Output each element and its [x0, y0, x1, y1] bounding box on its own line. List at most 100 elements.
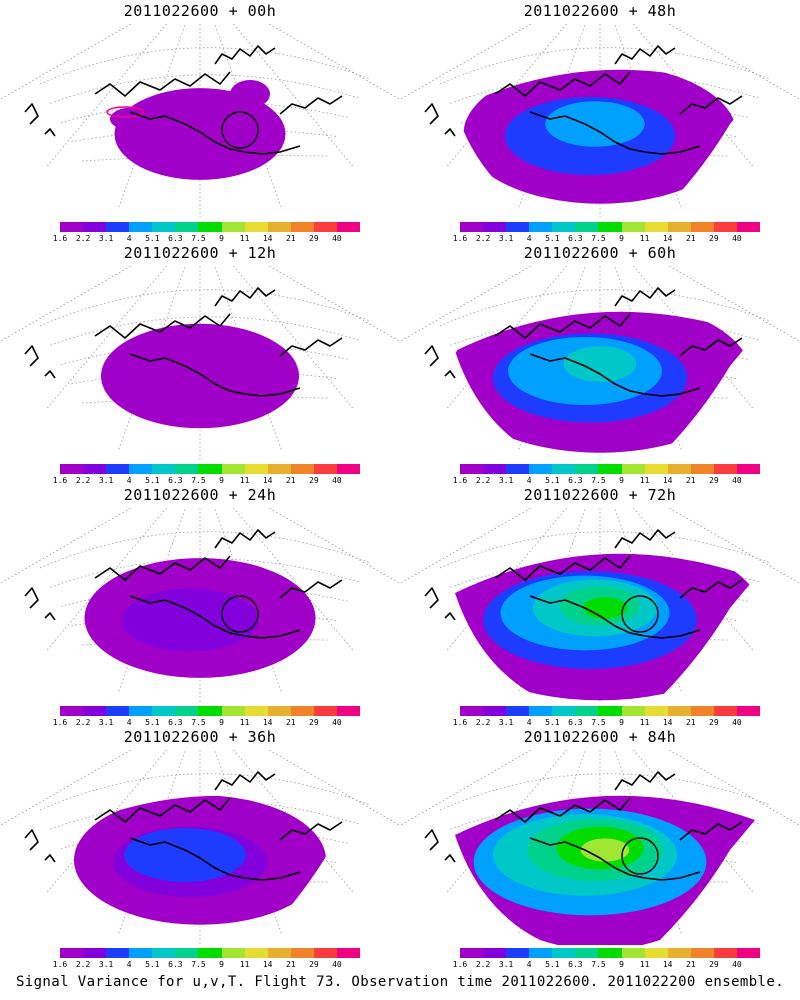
colorbar-tick-label: 29 — [709, 960, 719, 969]
colorbar-swatch — [506, 464, 530, 474]
coastlines — [24, 529, 343, 639]
colorbar-swatch — [575, 464, 599, 474]
colorbar-swatch — [221, 706, 245, 716]
panel-title: 2011022600 + 00h — [123, 2, 277, 20]
colorbar-tick-label: 3.1 — [98, 234, 114, 243]
colorbar-tick-label: 21 — [685, 718, 696, 727]
colorbar-swatch — [598, 948, 622, 958]
colorbar-tick-label: 21 — [285, 476, 296, 485]
colorbar-swatch — [713, 948, 737, 958]
colorbar-tick-label: 14 — [662, 476, 673, 485]
colorbar-swatch — [552, 948, 576, 958]
colorbar-swatch — [106, 706, 130, 716]
colorbar-swatch — [244, 948, 268, 958]
colorbar-swatch — [313, 706, 337, 716]
colorbar — [460, 706, 761, 716]
colorbar-swatch — [690, 706, 714, 716]
colorbar-tick-label: 7.5 — [591, 960, 606, 969]
coastlines — [24, 287, 343, 397]
colorbar-swatch — [529, 706, 553, 716]
colorbar-swatch — [552, 464, 576, 474]
map-panel: 2011022600 + 60h 1.6 2.2 3.1 4 5.1 6.3 7.5 9 11 14… — [400, 242, 800, 485]
colorbar-tick-label: 4 — [126, 234, 132, 243]
colorbar-swatch — [598, 464, 622, 474]
colorbar-swatch — [175, 222, 199, 232]
figure-caption: Signal Variance for u,v,T. Flight 73. Ob… — [15, 974, 785, 990]
colorbar-swatch — [313, 222, 337, 232]
colorbar-tick-label: 11 — [239, 234, 250, 243]
panel-title: 2011022600 + 48h — [523, 2, 677, 20]
colorbar-tick-label: 21 — [685, 476, 696, 485]
colorbar-tick-label: 3.1 — [98, 960, 114, 969]
map-panel: 2011022600 + 24h 1.6 2.2 3.1 4 5.1 6.3 7.5 9 11 14… — [0, 484, 400, 727]
observation-circle-marker — [221, 111, 259, 149]
panel-title: 2011022600 + 24h — [123, 486, 277, 504]
colorbar-swatch — [83, 222, 107, 232]
coastlines — [424, 45, 743, 155]
colorbar-tick-label: 14 — [262, 476, 273, 485]
colorbar-tick-label: 40 — [332, 234, 342, 243]
colorbar-tick-label: 14 — [262, 960, 273, 969]
colorbar — [460, 222, 761, 232]
colorbar-swatch — [244, 222, 268, 232]
colorbar-swatch — [506, 706, 530, 716]
colorbar-tick-label: 14 — [662, 234, 673, 243]
colorbar-swatch — [575, 948, 599, 958]
colorbar-swatch — [336, 948, 361, 958]
colorbar-swatch — [198, 948, 222, 958]
colorbar-swatch — [529, 464, 553, 474]
colorbar-swatch — [83, 706, 107, 716]
colorbar-tick-label: 29 — [709, 718, 719, 727]
colorbar-tick-label: 7.5 — [191, 476, 206, 485]
colorbar-tick-label: 1.6 — [452, 718, 468, 727]
colorbar-swatch — [644, 948, 668, 958]
colorbar-tick-label: 3.1 — [498, 960, 514, 969]
colorbar-swatch — [313, 464, 337, 474]
colorbar — [460, 948, 761, 958]
colorbar-tick-label: 11 — [239, 476, 250, 485]
colorbar-tick-label: 1.6 — [452, 960, 468, 969]
colorbar-tick-label: 6.3 — [168, 718, 183, 727]
variance-map — [0, 266, 400, 461]
colorbar-tick-label: 5.1 — [545, 476, 560, 485]
panel-title: 2011022600 + 84h — [523, 728, 677, 746]
colorbar-swatch — [460, 464, 484, 474]
colorbar-tick-label: 2.2 — [475, 960, 491, 969]
colorbar-tick-label: 1.6 — [452, 476, 468, 485]
colorbar-tick-label: 7.5 — [591, 718, 606, 727]
colorbar-tick-label: 21 — [685, 234, 696, 243]
colorbar-tick-label: 7.5 — [591, 476, 606, 485]
map-panel: 2011022600 + 48h 1.6 2.2 3.1 4 5.1 6.3 7.5 9 11 14… — [400, 0, 800, 243]
colorbar-swatch — [198, 706, 222, 716]
colorbar-tick-label: 1.6 — [52, 476, 68, 485]
colorbar-swatch — [313, 948, 337, 958]
colorbar-swatch — [460, 948, 484, 958]
colorbar-tick-label: 2.2 — [475, 718, 491, 727]
colorbar-tick-label: 14 — [262, 718, 273, 727]
colorbar-swatch — [106, 948, 130, 958]
colorbar-tick-label: 2.2 — [475, 476, 491, 485]
colorbar-swatch — [267, 948, 291, 958]
variance-map — [400, 24, 800, 219]
panel-title: 2011022600 + 36h — [123, 728, 277, 746]
colorbar-tick-label: 14 — [662, 960, 673, 969]
colorbar-tick-label: 3.1 — [498, 234, 514, 243]
colorbar-swatch — [198, 464, 222, 474]
colorbar-swatch — [336, 706, 361, 716]
colorbar-swatch — [152, 464, 176, 474]
colorbar-tick-label: 5.1 — [145, 234, 160, 243]
colorbar-tick-label: 1.6 — [52, 718, 68, 727]
colorbar-swatch — [129, 948, 153, 958]
colorbar-swatch — [221, 464, 245, 474]
colorbar-tick-label: 29 — [309, 476, 319, 485]
colorbar-tick-label: 29 — [309, 234, 319, 243]
colorbar-swatch — [244, 706, 268, 716]
colorbar-labels: 1.6 2.2 3.1 4 5.1 6.3 7.5 9 11 14 21 29 40 — [452, 718, 755, 728]
coastlines — [424, 287, 743, 397]
colorbar — [60, 706, 361, 716]
colorbar-swatch — [60, 222, 84, 232]
colorbar-swatch — [598, 706, 622, 716]
colorbar-tick-label: 3.1 — [498, 476, 514, 485]
colorbar-swatch — [460, 222, 484, 232]
colorbar-swatch — [244, 464, 268, 474]
